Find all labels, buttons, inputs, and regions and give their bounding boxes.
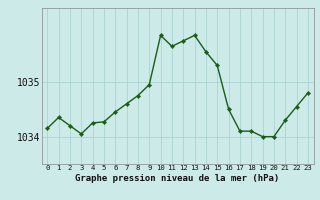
X-axis label: Graphe pression niveau de la mer (hPa): Graphe pression niveau de la mer (hPa) <box>76 174 280 183</box>
